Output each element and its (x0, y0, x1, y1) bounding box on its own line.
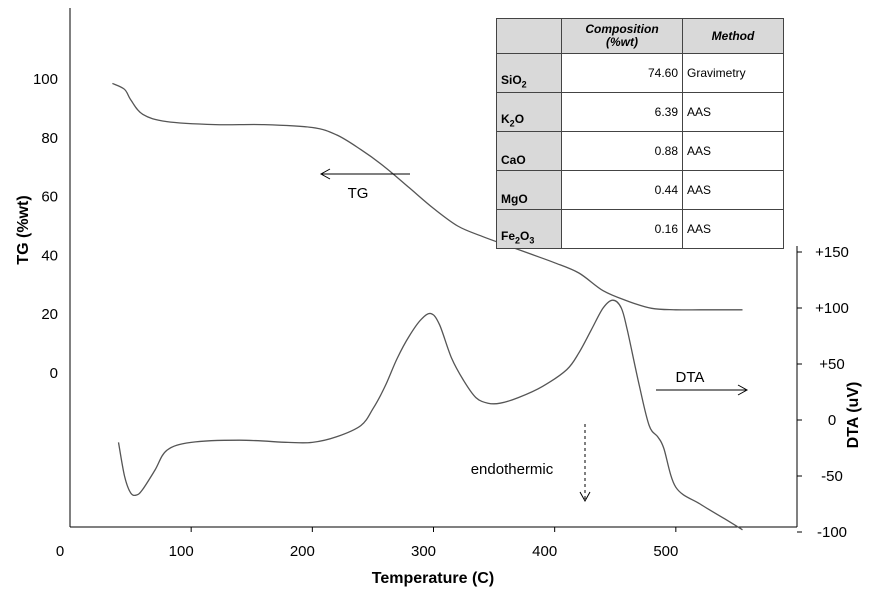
y-tick-label: 20 (41, 306, 58, 323)
series-group (112, 82, 743, 531)
tg-label: TG (348, 185, 369, 202)
table-header-row: Composition (%wt) Method (496, 18, 784, 54)
y2-tick-label: +100 (815, 300, 849, 317)
y-tick-label: 80 (41, 130, 58, 147)
y-tick-label: 0 (50, 365, 58, 382)
y-ticks: 0 20 40 60 80 100 (33, 71, 58, 382)
table-row: CaO 0.88 AAS (496, 131, 784, 171)
x-tick-label: 100 (169, 543, 194, 560)
y-tick-label: 40 (41, 247, 58, 264)
tg-annotation: TG (319, 168, 410, 202)
endothermic-arrow-head (579, 491, 591, 503)
y-axis-title: TG (%wt) (15, 195, 32, 264)
x-tick-label: 300 (411, 543, 436, 560)
y2-ticks: -100 -50 0 +50 +100 +150 (797, 244, 849, 541)
x-tick-label: 500 (653, 543, 678, 560)
table-row: Fe2O3 0.16 AAS (496, 209, 784, 249)
table-cell-method: AAS (682, 209, 784, 249)
x-tick-label: 200 (290, 543, 315, 560)
table-header-composition: Composition (%wt) (561, 18, 683, 54)
composition-table: Composition (%wt) Method SiO2 74.60 Gravime… (496, 18, 784, 249)
table-cell-method: Gravimetry (682, 53, 784, 93)
table-cell-value: 0.88 (561, 131, 683, 171)
y-tick-label: 60 (41, 189, 58, 206)
y2-axis-title: DTA (uV) (845, 382, 862, 449)
table-cell-method: AAS (682, 92, 784, 132)
dta-annotation: DTA (656, 369, 749, 396)
table-cell-value: 0.44 (561, 170, 683, 210)
table-cell-element: CaO (496, 131, 562, 171)
dta-label: DTA (676, 369, 705, 386)
x-ticks: 0 100 200 300 400 500 (56, 527, 678, 560)
y2-tick-label: 0 (828, 412, 836, 429)
table-cell-value: 74.60 (561, 53, 683, 93)
dta-arrow-head (737, 384, 749, 396)
x-tick-label: 400 (532, 543, 557, 560)
table-row: K2O 6.39 AAS (496, 92, 784, 132)
table-cell-element: K2O (496, 92, 562, 132)
table-cell-element: SiO2 (496, 53, 562, 93)
y2-tick-label: +50 (819, 356, 844, 373)
series-line-tg (112, 82, 743, 311)
y-tick-label: 100 (33, 71, 58, 88)
table-cell-element: MgO (496, 170, 562, 210)
y2-tick-label: -50 (821, 468, 843, 485)
y2-tick-label: +150 (815, 244, 849, 261)
table-row: SiO2 74.60 Gravimetry (496, 53, 784, 93)
endothermic-annotation: endothermic (471, 424, 591, 503)
x-tick-label: 0 (56, 543, 64, 560)
x-axis-title: Temperature (C) (372, 570, 494, 587)
tg-arrow-head (319, 168, 331, 180)
table-body: SiO2 74.60 Gravimetry K2O 6.39 AAS CaO 0.88 AAS M… (496, 53, 784, 249)
table-header-method: Method (682, 18, 784, 54)
table-cell-value: 0.16 (561, 209, 683, 249)
table-cell-value: 6.39 (561, 92, 683, 132)
table-cell-element: Fe2O3 (496, 209, 562, 249)
endothermic-label: endothermic (471, 461, 554, 478)
series-line-dta (117, 299, 743, 531)
table-header-blank (496, 18, 562, 54)
y2-tick-label: -100 (817, 524, 847, 541)
table-cell-method: AAS (682, 170, 784, 210)
table-cell-method: AAS (682, 131, 784, 171)
table-row: MgO 0.44 AAS (496, 170, 784, 210)
